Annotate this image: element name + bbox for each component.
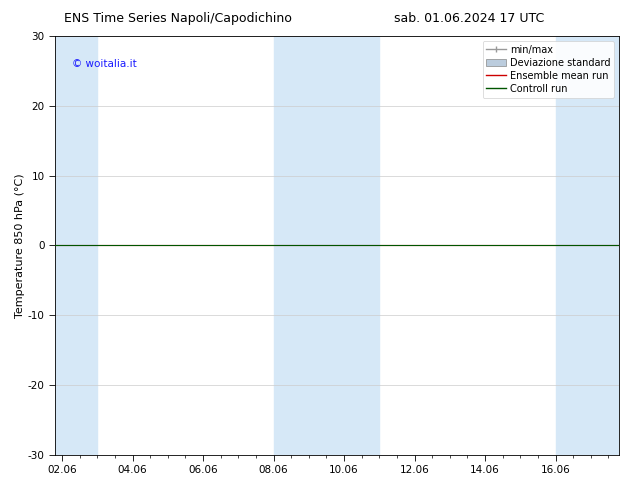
Bar [274, 36, 379, 455]
Text: ENS Time Series Napoli/Capodichino: ENS Time Series Napoli/Capodichino [63, 12, 292, 25]
Bar [555, 36, 619, 455]
Text: sab. 01.06.2024 17 UTC: sab. 01.06.2024 17 UTC [394, 12, 544, 25]
Legend: min/max, Deviazione standard, Ensemble mean run, Controll run: min/max, Deviazione standard, Ensemble m… [482, 41, 614, 98]
Text: © woitalia.it: © woitalia.it [72, 59, 137, 69]
Y-axis label: Temperature 850 hPa (°C): Temperature 850 hPa (°C) [15, 173, 25, 318]
Bar [55, 36, 98, 455]
